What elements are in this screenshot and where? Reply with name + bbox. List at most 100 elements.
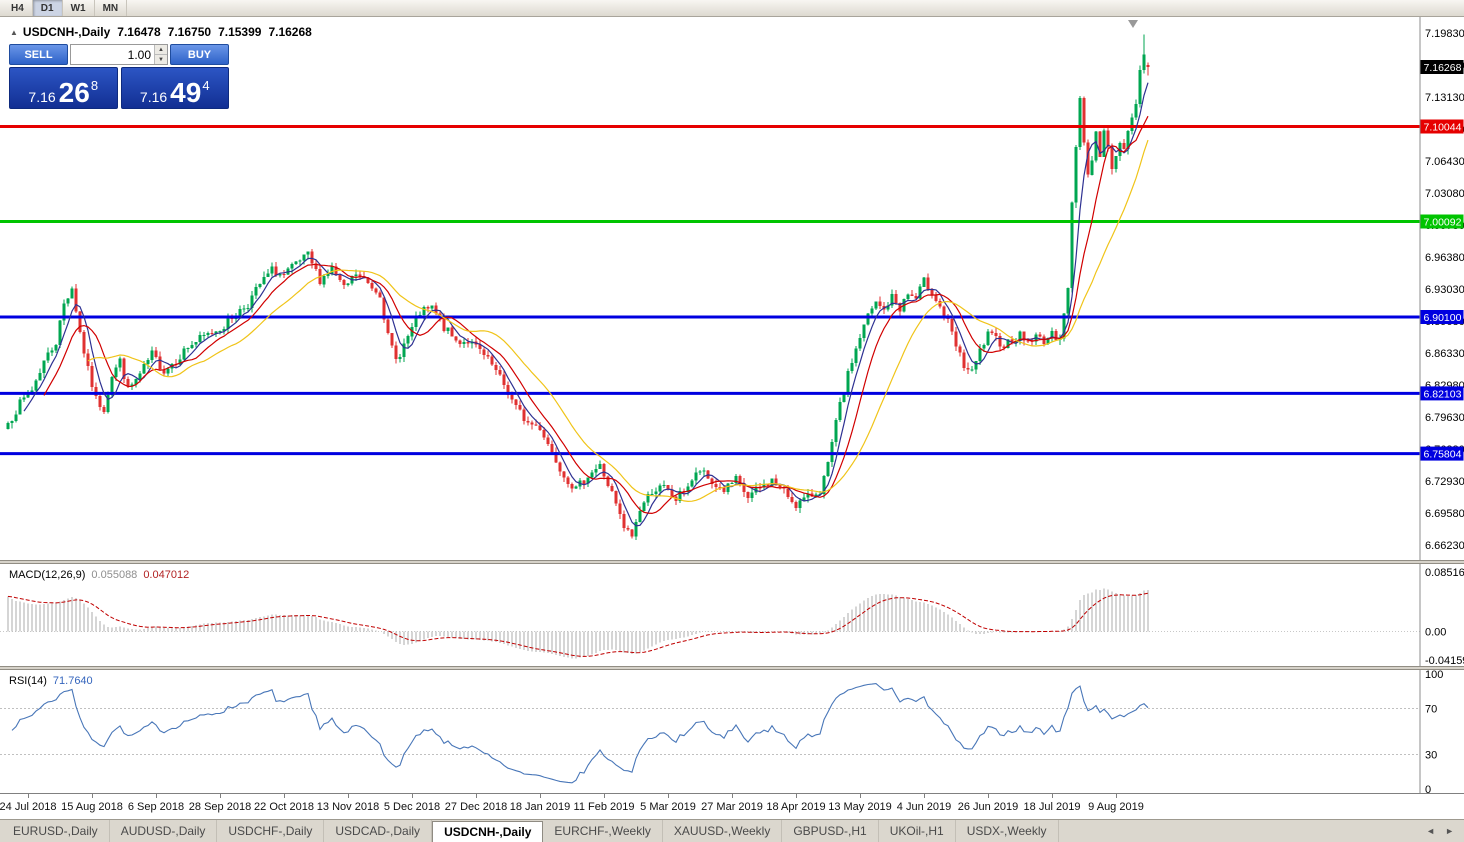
tab-usdx-weekly[interactable]: USDX-,Weekly bbox=[956, 820, 1059, 842]
time-axis-label: 13 Nov 2018 bbox=[316, 801, 380, 813]
rsi-name: RSI(14) bbox=[9, 675, 47, 687]
horizontal-level-lines[interactable] bbox=[0, 125, 1420, 456]
chart-shift-marker-icon[interactable] bbox=[1128, 20, 1138, 28]
svg-text:6.90100: 6.90100 bbox=[1424, 312, 1462, 324]
tab-xauusd-weekly[interactable]: XAUUSD-,Weekly bbox=[663, 820, 783, 842]
tab-ukoil-h1[interactable]: UKOil-,H1 bbox=[879, 820, 956, 842]
svg-text:6.93030: 6.93030 bbox=[1425, 284, 1464, 296]
buy-price-pipette: 4 bbox=[202, 78, 210, 93]
panel-splitter-macd[interactable] bbox=[0, 560, 1464, 564]
time-axis-tick bbox=[28, 794, 29, 798]
ma-10-line bbox=[43, 115, 1149, 515]
time-axis-tick bbox=[412, 794, 413, 798]
time-axis-tick bbox=[668, 794, 669, 798]
time-axis-label: 6 Sep 2018 bbox=[127, 801, 185, 813]
svg-text:7.00092: 7.00092 bbox=[1424, 217, 1462, 229]
time-axis-label: 18 Jul 2019 bbox=[1023, 801, 1081, 813]
time-axis-tick bbox=[988, 794, 989, 798]
svg-text:0.00: 0.00 bbox=[1425, 627, 1446, 639]
svg-text:7.16268: 7.16268 bbox=[1424, 62, 1462, 74]
macd-label: MACD(12,26,9) 0.055088 0.047012 bbox=[9, 569, 189, 581]
time-axis[interactable]: 24 Jul 2018 15 Aug 2018 6 Sep 2018 28 Sep 2… bbox=[0, 793, 1464, 819]
time-axis-label: 18 Jan 2019 bbox=[509, 801, 571, 813]
rsi-panel[interactable]: 100 70 30 0 bbox=[0, 670, 1464, 793]
rsi-line bbox=[11, 683, 1149, 784]
macd-signal-line bbox=[7, 592, 1149, 657]
time-axis-tick bbox=[540, 794, 541, 798]
volume-up-icon[interactable]: ▲ bbox=[155, 45, 167, 54]
ohlc-low: 7.15399 bbox=[218, 25, 262, 39]
buy-button[interactable]: BUY bbox=[170, 44, 229, 65]
svg-text:7.19830: 7.19830 bbox=[1425, 28, 1464, 40]
svg-text:0.085164: 0.085164 bbox=[1425, 567, 1464, 579]
time-axis-tick bbox=[476, 794, 477, 798]
one-click-collapse-icon[interactable]: ▲ bbox=[10, 27, 18, 37]
one-click-trading-panel: SELL 1.00 ▲ ▼ BUY 7.16 26 8 7.16 49 4 bbox=[9, 44, 229, 109]
tab-scroll-left-icon[interactable]: ◄ bbox=[1426, 826, 1436, 836]
timeframe-button-d1[interactable]: D1 bbox=[32, 0, 63, 16]
svg-text:7.10044: 7.10044 bbox=[1424, 122, 1462, 134]
rsi-axis-labels: 100 70 30 0 bbox=[1425, 670, 1443, 793]
timeframe-button-h4[interactable]: H4 bbox=[3, 0, 33, 16]
main-price-chart[interactable]: 7.198307.164807.131307.097807.064307.030… bbox=[0, 17, 1464, 560]
tab-nav: ◄ ► bbox=[1422, 820, 1464, 842]
volume-down-icon[interactable]: ▼ bbox=[155, 54, 167, 64]
time-axis-tick bbox=[220, 794, 221, 798]
timeframe-button-w1[interactable]: W1 bbox=[63, 0, 95, 16]
time-axis-tick bbox=[92, 794, 93, 798]
sell-button[interactable]: SELL bbox=[9, 44, 68, 65]
time-axis-label: 28 Sep 2018 bbox=[188, 801, 252, 813]
tab-usdcnh-daily[interactable]: USDCNH-,Daily bbox=[432, 821, 544, 842]
time-axis-label: 22 Oct 2018 bbox=[254, 801, 314, 813]
svg-text:6.86330: 6.86330 bbox=[1425, 348, 1464, 360]
tab-usdchf-daily[interactable]: USDCHF-,Daily bbox=[217, 820, 325, 842]
ohlc-high: 7.16750 bbox=[167, 25, 212, 39]
volume-spinner[interactable]: 1.00 ▲ ▼ bbox=[70, 44, 168, 65]
time-axis-label: 5 Mar 2019 bbox=[640, 801, 696, 813]
svg-text:6.96380: 6.96380 bbox=[1425, 252, 1464, 264]
time-axis-tick bbox=[348, 794, 349, 798]
time-axis-label: 24 Jul 2018 bbox=[0, 801, 57, 813]
rsi-value: 71.7640 bbox=[52, 675, 93, 687]
macd-axis-labels: 0.085164 0.00 -0.041597 bbox=[1425, 567, 1464, 666]
level-price-boxes: 7.10044 7.00092 6.90100 6.82103 6.75804 7.162… bbox=[1420, 60, 1464, 461]
sell-price-display[interactable]: 7.16 26 8 bbox=[9, 67, 118, 109]
tab-audusd-daily[interactable]: AUDUSD-,Daily bbox=[110, 820, 218, 842]
svg-text:6.66230: 6.66230 bbox=[1425, 540, 1464, 552]
tab-eurusd-daily[interactable]: EURUSD-,Daily bbox=[2, 820, 110, 842]
macd-name: MACD(12,26,9) bbox=[9, 569, 86, 581]
svg-text:6.72930: 6.72930 bbox=[1425, 476, 1464, 488]
sell-price-pips: 26 bbox=[58, 77, 90, 109]
time-axis-label: 9 Aug 2019 bbox=[1088, 801, 1144, 813]
svg-text:70: 70 bbox=[1425, 704, 1437, 716]
tab-scroll-right-icon[interactable]: ► bbox=[1445, 826, 1454, 836]
time-axis-tick bbox=[1116, 794, 1117, 798]
timeframe-toolbar: H4 D1 W1 MN bbox=[0, 0, 1464, 17]
time-axis-tick bbox=[1052, 794, 1053, 798]
time-axis-label: 18 Apr 2019 bbox=[766, 801, 826, 813]
chart-symbol-label: USDCNH-,Daily bbox=[22, 25, 111, 39]
chart-header: ▲ USDCNH-,Daily 7.16478 7.16750 7.15399 … bbox=[10, 25, 312, 39]
ma-21-line bbox=[87, 139, 1149, 503]
svg-text:7.03080: 7.03080 bbox=[1425, 188, 1464, 200]
ohlc-open: 7.16478 bbox=[117, 25, 161, 39]
panel-splitter-rsi[interactable] bbox=[0, 666, 1464, 670]
time-axis-tick bbox=[860, 794, 861, 798]
time-axis-label: 15 Aug 2018 bbox=[61, 801, 123, 813]
tab-usdcad-daily[interactable]: USDCAD-,Daily bbox=[324, 820, 433, 842]
sell-price-base: 7.16 bbox=[28, 89, 56, 105]
tab-gbpusd-h1[interactable]: GBPUSD-,H1 bbox=[782, 820, 879, 842]
svg-text:6.79630: 6.79630 bbox=[1425, 412, 1464, 424]
macd-panel[interactable]: 0.085164 0.00 -0.041597 bbox=[0, 564, 1464, 666]
buy-price-display[interactable]: 7.16 49 4 bbox=[120, 67, 229, 109]
tab-eurchf-weekly[interactable]: EURCHF-,Weekly bbox=[543, 820, 663, 842]
svg-text:0: 0 bbox=[1425, 784, 1431, 793]
timeframe-button-mn[interactable]: MN bbox=[95, 0, 128, 16]
svg-text:7.13130: 7.13130 bbox=[1425, 92, 1464, 104]
time-axis-label: 13 May 2019 bbox=[828, 801, 892, 813]
volume-value[interactable]: 1.00 bbox=[127, 47, 151, 62]
time-axis-label: 27 Mar 2019 bbox=[701, 801, 763, 813]
buy-price-base: 7.16 bbox=[139, 89, 168, 105]
svg-text:6.82103: 6.82103 bbox=[1424, 388, 1462, 400]
price-axis-labels: 7.198307.164807.131307.097807.064307.030… bbox=[1425, 28, 1464, 552]
